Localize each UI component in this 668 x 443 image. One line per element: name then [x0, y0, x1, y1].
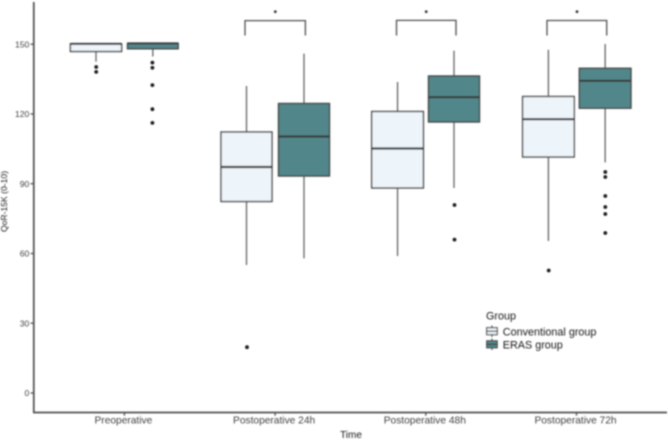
svg-text:30: 30 [20, 318, 30, 328]
svg-text:150: 150 [15, 39, 30, 49]
svg-text:Postoperative 72h: Postoperative 72h [534, 415, 616, 426]
svg-text:Group: Group [486, 311, 516, 323]
svg-text:QoR-15K (0-10): QoR-15K (0-10) [0, 171, 9, 232]
svg-text:ERAS group: ERAS group [503, 339, 563, 351]
svg-text:Postoperative 48h: Postoperative 48h [384, 415, 466, 426]
svg-text:90: 90 [20, 179, 30, 189]
svg-text:0: 0 [25, 388, 30, 398]
svg-text:60: 60 [20, 249, 30, 259]
svg-text:120: 120 [15, 109, 30, 119]
svg-text:Postoperative 24h: Postoperative 24h [233, 415, 315, 426]
svg-text:Preoperative: Preoperative [95, 415, 153, 426]
svg-text:Time: Time [340, 430, 362, 441]
svg-text:Conventional group: Conventional group [503, 326, 597, 338]
